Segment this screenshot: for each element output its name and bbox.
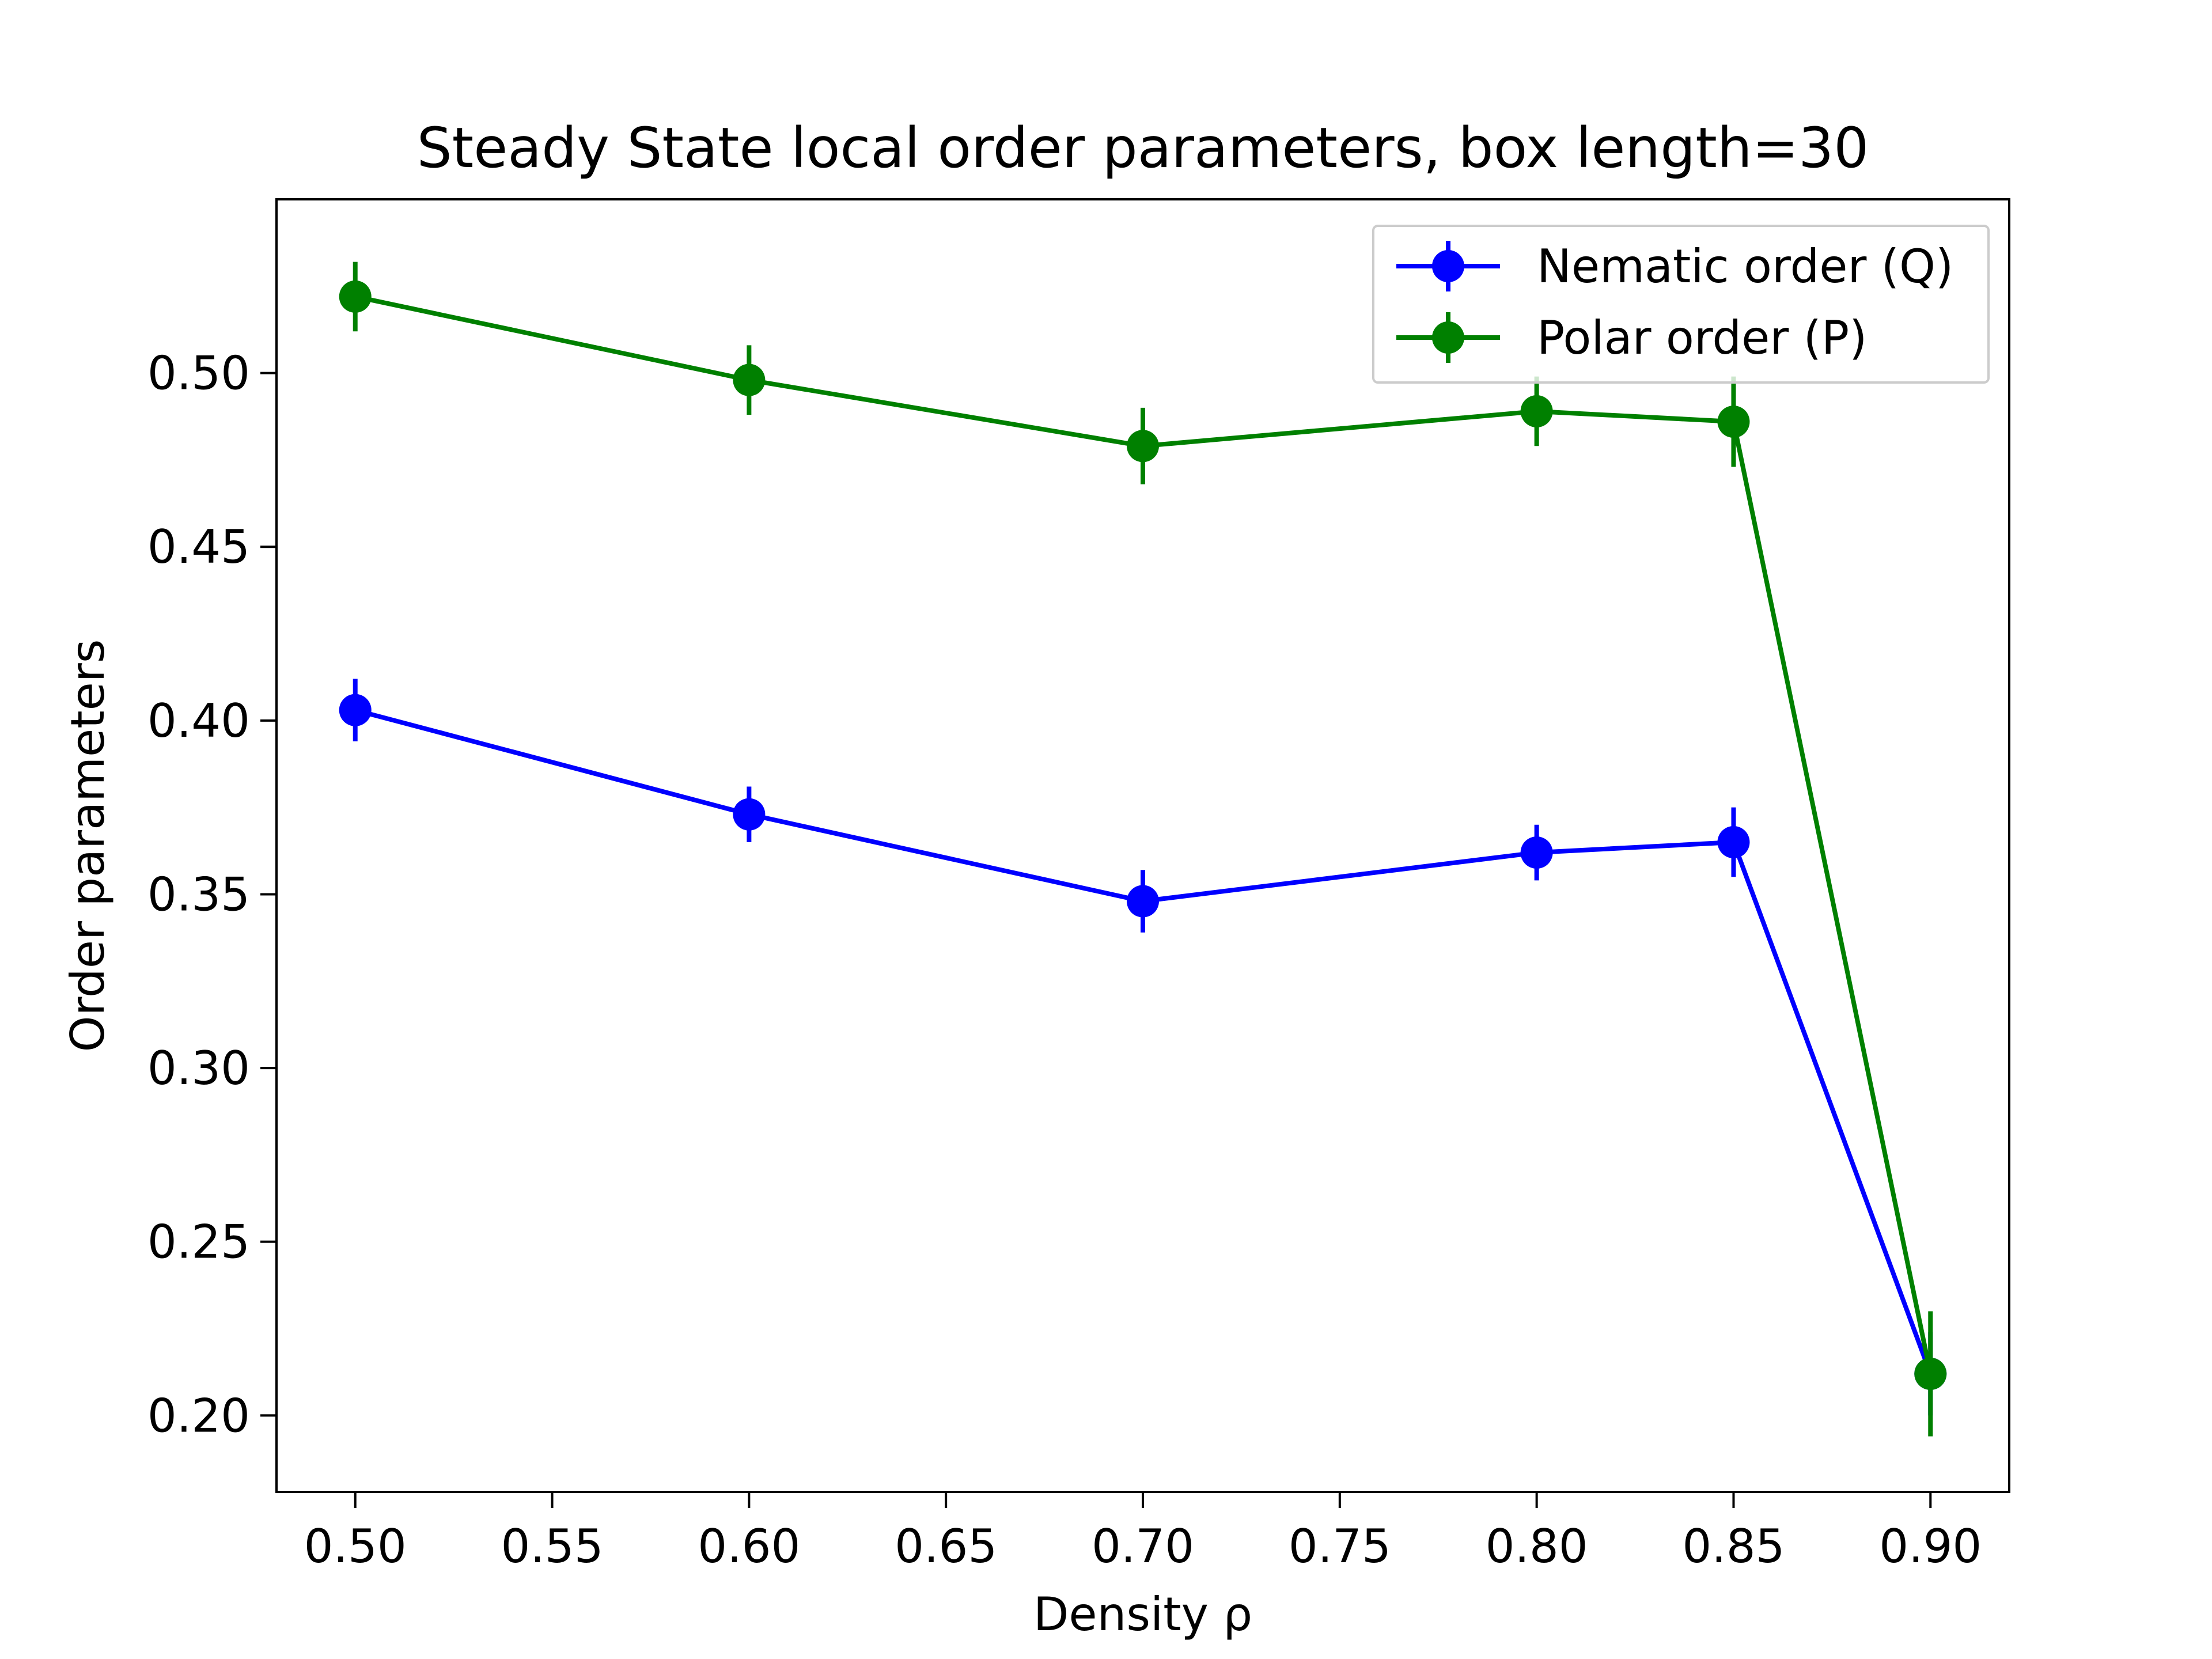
legend-label-nematic-order-q: Nematic order (Q) xyxy=(1537,240,1953,293)
x-tick-label-4: 0.70 xyxy=(1092,1520,1194,1573)
nematic-order-q-line xyxy=(354,707,1933,1375)
legend-marker-polar-order-p xyxy=(1432,321,1464,354)
nematic-order-q-point-0 xyxy=(339,694,372,726)
polar-order-p-point-4 xyxy=(1717,406,1750,438)
polar-order-p-point-1 xyxy=(733,363,766,396)
legend-marker-nematic-order-q xyxy=(1432,250,1464,282)
polar-order-p-point-0 xyxy=(339,280,372,313)
legend: Nematic order (Q) Polar order (P) xyxy=(1372,225,1990,384)
x-tick-label-2: 0.60 xyxy=(698,1520,800,1573)
x-tick-label-3: 0.65 xyxy=(895,1520,997,1573)
x-tick-label-5: 0.75 xyxy=(1289,1520,1391,1573)
polar-order-p-line xyxy=(354,294,1933,1374)
x-tick-label-7: 0.85 xyxy=(1682,1520,1785,1573)
y-tick-label-1: 0.25 xyxy=(147,1215,250,1269)
y-tick-label-4: 0.40 xyxy=(147,694,250,748)
chart-title: Steady State local order parameters, box… xyxy=(417,116,1869,180)
polar-order-p-point-5 xyxy=(1914,1357,1947,1390)
nematic-order-q-point-1 xyxy=(733,798,766,831)
legend-box xyxy=(1372,225,1990,384)
nematic-order-q-point-4 xyxy=(1717,825,1750,858)
series-polar-order-p xyxy=(339,262,1947,1437)
y-tick-label-0: 0.20 xyxy=(147,1389,250,1442)
polar-order-p-point-3 xyxy=(1520,395,1553,427)
x-tick-label-0: 0.50 xyxy=(304,1520,407,1573)
x-tick-label-8: 0.90 xyxy=(1879,1520,1982,1573)
x-axis-label: Density ρ xyxy=(1033,1588,1252,1641)
series-layer xyxy=(339,262,1947,1437)
nematic-order-q-point-3 xyxy=(1520,836,1553,869)
x-tick-label-6: 0.80 xyxy=(1486,1520,1588,1573)
x-tick-label-1: 0.55 xyxy=(501,1520,603,1573)
y-tick-label-6: 0.50 xyxy=(147,347,250,400)
y-tick-label-2: 0.30 xyxy=(147,1041,250,1095)
y-tick-label-5: 0.45 xyxy=(147,520,250,574)
legend-label-polar-order-p: Polar order (P) xyxy=(1537,311,1867,365)
nematic-order-q-point-2 xyxy=(1127,885,1159,918)
polar-order-p-point-2 xyxy=(1127,430,1159,463)
y-axis: 0.20 0.25 0.30 0.35 0.40 0.45 0.50 xyxy=(147,347,276,1442)
y-tick-label-3: 0.35 xyxy=(147,868,250,921)
y-axis-label: Order parameters xyxy=(61,639,115,1052)
x-axis: 0.50 0.55 0.60 0.65 0.70 0.75 0.80 0.85 0.90 xyxy=(304,1492,1982,1573)
